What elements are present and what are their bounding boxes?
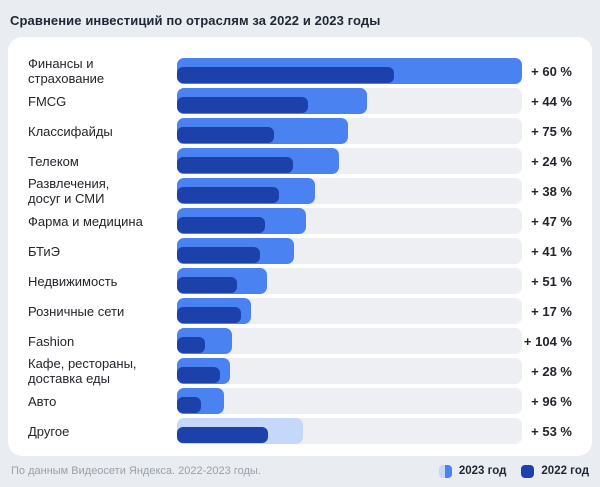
- chart-rows: Финансы и страхование + 60 % FMCG + 44 %…: [28, 56, 572, 444]
- category-label: Fashion: [28, 333, 75, 349]
- growth-label: + 24 %: [531, 153, 572, 169]
- legend: 2023 год 2022 год: [438, 464, 589, 478]
- growth-label: + 28 %: [531, 363, 572, 379]
- bar-2022: [177, 157, 293, 173]
- bar-2022: [177, 217, 265, 233]
- footer-bar: По данным Видеосети Яндекса. 2022-2023 г…: [0, 455, 600, 487]
- legend-label-2022: 2022 год: [541, 465, 589, 477]
- category-label: Финансы и страхование: [28, 56, 105, 86]
- category-label: Фарма и медицина: [28, 213, 143, 229]
- bar-track: [177, 178, 522, 204]
- bar-2022: [177, 247, 260, 263]
- page-title: Сравнение инвестиций по отраслям за 2022…: [10, 13, 381, 28]
- growth-label: + 53 %: [531, 423, 572, 439]
- legend-item-2022: 2022 год: [521, 464, 589, 478]
- chart-row: Развлечения, досуг и СМИ + 38 %: [28, 176, 572, 206]
- category-label: Телеком: [28, 153, 79, 169]
- bar-2022: [177, 337, 205, 353]
- bar-track: [177, 298, 522, 324]
- source-note: По данным Видеосети Яндекса. 2022-2023 г…: [11, 465, 261, 477]
- bar-2022: [177, 97, 309, 113]
- growth-label: + 41 %: [531, 243, 572, 259]
- growth-label: + 104 %: [523, 333, 572, 349]
- bar-2022: [177, 307, 241, 323]
- bar-track: [177, 268, 522, 294]
- bar-2022: [177, 427, 269, 443]
- chart-row: Финансы и страхование + 60 %: [28, 56, 572, 86]
- category-label: Авто: [28, 393, 57, 409]
- chart-row: Другое + 53 %: [28, 418, 572, 444]
- bar-track: [177, 208, 522, 234]
- category-label: Розничные сети: [28, 303, 125, 319]
- bar-track: [177, 328, 522, 354]
- category-label: FMCG: [28, 93, 67, 109]
- bar-track: [177, 238, 522, 264]
- growth-label: + 44 %: [531, 93, 572, 109]
- legend-item-2023: 2023 год: [438, 464, 507, 478]
- chart-card: Финансы и страхование + 60 % FMCG + 44 %…: [8, 37, 592, 456]
- bar-track: [177, 58, 522, 84]
- category-label: Классифайды: [28, 123, 113, 139]
- bar-2022: [177, 127, 274, 143]
- legend-label-2023: 2023 год: [458, 465, 507, 477]
- chart-row: Розничные сети + 17 %: [28, 298, 572, 324]
- bar-track: [177, 358, 522, 384]
- bar-2022: [177, 67, 395, 83]
- bar-track: [177, 88, 522, 114]
- growth-label: + 51 %: [531, 273, 572, 289]
- chart-row: Fashion + 104 %: [28, 328, 572, 354]
- growth-label: + 47 %: [531, 213, 572, 229]
- growth-label: + 17 %: [531, 303, 572, 319]
- chart-row: Недвижимость + 51 %: [28, 268, 572, 294]
- category-label: Развлечения, досуг и СМИ: [28, 176, 110, 206]
- chart-row: Фарма и медицина + 47 %: [28, 208, 572, 234]
- category-label: БТиЭ: [28, 243, 60, 259]
- chart-row: Телеком + 24 %: [28, 148, 572, 174]
- chart-row: FMCG + 44 %: [28, 88, 572, 114]
- growth-label: + 38 %: [531, 183, 572, 199]
- legend-swatch-2023-icon: [438, 464, 452, 478]
- bar-track: [177, 418, 522, 444]
- bar-2022: [177, 367, 221, 383]
- chart-row: БТиЭ + 41 %: [28, 238, 572, 264]
- chart-row: Кафе, рестораны, доставка еды + 28 %: [28, 356, 572, 386]
- chart-row: Авто + 96 %: [28, 388, 572, 414]
- legend-swatch-2022-icon: [521, 464, 535, 478]
- category-label: Кафе, рестораны, доставка еды: [28, 356, 137, 386]
- chart-row: Классифайды + 75 %: [28, 118, 572, 144]
- bar-track: [177, 388, 522, 414]
- growth-label: + 75 %: [531, 123, 572, 139]
- bar-track: [177, 148, 522, 174]
- growth-label: + 96 %: [531, 393, 572, 409]
- category-label: Другое: [28, 423, 70, 439]
- bar-2022: [177, 187, 279, 203]
- bar-2022: [177, 277, 238, 293]
- growth-label: + 60 %: [531, 63, 572, 79]
- bar-2022: [177, 397, 202, 413]
- category-label: Недвижимость: [28, 273, 118, 289]
- bar-track: [177, 118, 522, 144]
